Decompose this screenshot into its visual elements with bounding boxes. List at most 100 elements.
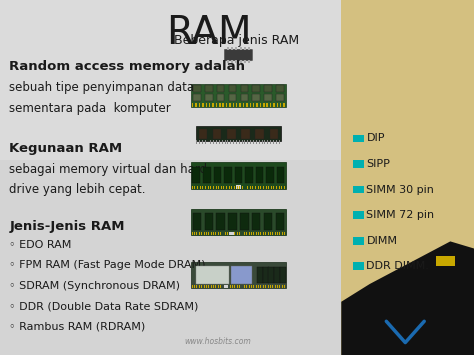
Bar bbox=[253, 186, 254, 189]
Bar bbox=[264, 213, 272, 230]
Text: sebagai memory virtual dan hard: sebagai memory virtual dan hard bbox=[9, 163, 208, 176]
Bar bbox=[228, 94, 236, 101]
Bar bbox=[264, 94, 272, 101]
Bar bbox=[253, 103, 255, 107]
Bar bbox=[280, 103, 282, 107]
Bar bbox=[241, 129, 250, 139]
Bar bbox=[210, 186, 211, 189]
Bar bbox=[273, 140, 274, 144]
Bar bbox=[245, 186, 246, 189]
Bar bbox=[226, 186, 227, 189]
Bar bbox=[239, 232, 240, 235]
Bar bbox=[191, 208, 286, 235]
Bar bbox=[257, 267, 263, 283]
Bar bbox=[231, 186, 232, 189]
Bar bbox=[218, 232, 219, 235]
Bar bbox=[242, 285, 243, 288]
Bar bbox=[266, 167, 274, 183]
Bar bbox=[232, 285, 233, 288]
Bar bbox=[202, 140, 203, 144]
Bar bbox=[205, 186, 206, 189]
Bar bbox=[248, 285, 250, 288]
Bar bbox=[234, 285, 236, 288]
Bar bbox=[245, 167, 253, 183]
Bar bbox=[265, 232, 266, 235]
Bar bbox=[223, 186, 224, 189]
Bar bbox=[248, 47, 250, 50]
Bar bbox=[268, 267, 274, 283]
Text: Jenis-Jenis RAM: Jenis-Jenis RAM bbox=[9, 220, 125, 233]
Bar bbox=[256, 103, 258, 107]
Bar bbox=[272, 232, 273, 235]
Text: ◦ Rambus RAM (RDRAM): ◦ Rambus RAM (RDRAM) bbox=[9, 322, 146, 332]
Bar bbox=[264, 140, 265, 144]
Bar bbox=[261, 232, 262, 235]
Bar bbox=[266, 103, 268, 107]
Bar bbox=[255, 232, 257, 235]
Bar bbox=[233, 103, 234, 107]
Bar bbox=[240, 47, 242, 50]
Bar bbox=[200, 186, 201, 189]
Bar bbox=[228, 85, 236, 92]
Bar bbox=[279, 285, 280, 288]
Bar bbox=[256, 140, 257, 144]
Bar bbox=[229, 285, 231, 288]
Bar bbox=[353, 160, 364, 168]
Bar bbox=[247, 140, 248, 144]
Bar bbox=[242, 232, 243, 235]
Bar bbox=[227, 129, 236, 139]
Bar bbox=[252, 94, 260, 101]
Bar bbox=[246, 232, 247, 235]
Bar bbox=[204, 285, 205, 288]
Bar bbox=[241, 94, 248, 101]
Bar bbox=[225, 140, 226, 144]
Bar bbox=[284, 285, 285, 288]
Bar bbox=[231, 60, 233, 63]
Bar bbox=[276, 186, 277, 189]
Text: ◦ DDR (Double Data Rate SDRAM): ◦ DDR (Double Data Rate SDRAM) bbox=[9, 301, 199, 311]
Bar bbox=[260, 103, 261, 107]
Bar bbox=[193, 85, 201, 92]
Bar bbox=[233, 140, 234, 144]
Bar bbox=[216, 103, 217, 107]
Bar bbox=[276, 94, 283, 101]
Bar bbox=[235, 167, 242, 183]
Bar bbox=[223, 285, 224, 288]
Bar bbox=[248, 232, 250, 235]
Bar bbox=[248, 60, 250, 63]
Bar bbox=[196, 232, 197, 235]
Bar bbox=[210, 285, 211, 288]
Bar bbox=[242, 186, 243, 189]
Bar bbox=[216, 140, 217, 144]
Bar bbox=[245, 140, 246, 144]
Bar bbox=[219, 140, 220, 144]
Bar bbox=[251, 232, 252, 235]
Bar bbox=[263, 232, 264, 235]
Text: Random access memory adalah: Random access memory adalah bbox=[9, 60, 246, 73]
Bar bbox=[210, 232, 211, 235]
Bar bbox=[277, 167, 284, 183]
Bar bbox=[205, 94, 212, 101]
Bar bbox=[197, 186, 198, 189]
Bar bbox=[195, 103, 197, 107]
Bar bbox=[194, 186, 195, 189]
Bar bbox=[217, 94, 225, 101]
Bar bbox=[194, 285, 195, 288]
Bar bbox=[255, 167, 263, 183]
Bar bbox=[213, 140, 214, 144]
Bar bbox=[436, 256, 455, 266]
Bar bbox=[224, 167, 232, 183]
Bar bbox=[237, 232, 238, 235]
Text: RAM: RAM bbox=[166, 14, 251, 52]
Bar bbox=[246, 285, 247, 288]
Bar bbox=[252, 213, 260, 230]
Bar bbox=[218, 186, 219, 189]
Bar bbox=[0, 0, 341, 355]
Bar bbox=[213, 186, 214, 189]
Bar bbox=[202, 103, 204, 107]
Bar bbox=[225, 285, 226, 288]
Bar bbox=[279, 186, 280, 189]
Bar bbox=[277, 232, 278, 235]
Text: Beberapa jenis RAM: Beberapa jenis RAM bbox=[174, 34, 300, 47]
Bar bbox=[217, 85, 225, 92]
